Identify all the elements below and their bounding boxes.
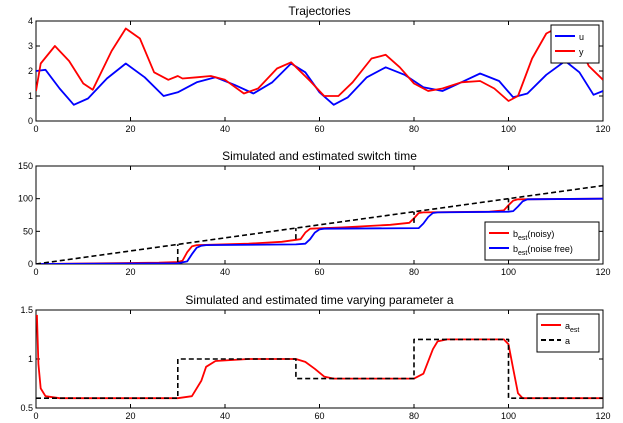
legend-label: y [579, 47, 584, 57]
x-tick-label: 100 [501, 267, 516, 277]
x-tick-label: 80 [409, 124, 419, 134]
legend-label: best(noise free) [513, 244, 573, 257]
legend-label-sub: est [518, 235, 527, 242]
legend-box [484, 221, 600, 261]
x-tick-label: 0 [33, 124, 38, 134]
plot-area [35, 20, 604, 122]
x-tick-label: 60 [314, 411, 324, 421]
legend-label-main: y [579, 47, 584, 57]
series-line-3-2 [36, 338, 603, 399]
x-tick-label: 20 [125, 411, 135, 421]
x-tick-label: 120 [595, 411, 610, 421]
x-tick-label: 0 [33, 411, 38, 421]
legend-label-suffix: (noisy) [527, 229, 554, 239]
legend-label-main: a [565, 336, 570, 346]
series-line-1-2 [36, 25, 603, 102]
panel-2: Simulated and estimated switch time 0 20 40… [18, 149, 611, 277]
legend-label-sub: est [518, 250, 527, 257]
chart-title: Trajectories [288, 4, 350, 18]
y-tick-label: 4 [28, 16, 33, 26]
legend-label: aest [565, 321, 579, 334]
x-tick-label: 80 [409, 411, 419, 421]
legend: best(noisy)best(noise free) [484, 221, 600, 261]
y-tick-label: 1 [28, 91, 33, 101]
chart-title: Simulated and estimated time varying par… [185, 293, 453, 307]
y-tick-label: 150 [18, 161, 33, 171]
x-tick-label: 120 [595, 124, 610, 134]
series-line-3-1 [36, 314, 603, 400]
legend: uy [550, 24, 600, 64]
x-tick-label: 0 [33, 267, 38, 277]
x-tick-label: 120 [595, 267, 610, 277]
x-tick-label: 40 [220, 411, 230, 421]
series-line-2-2 [36, 197, 603, 264]
chart-title: Simulated and estimated switch time [222, 149, 417, 163]
x-tick-label: 100 [501, 411, 516, 421]
x-tick-label: 100 [501, 124, 516, 134]
legend-box [550, 24, 600, 64]
y-tick-label: 0 [28, 259, 33, 269]
y-tick-label: 1.5 [20, 305, 33, 315]
x-tick-label: 60 [314, 267, 324, 277]
legend-label: a [565, 336, 570, 346]
x-tick-label: 20 [125, 124, 135, 134]
x-tick-label: 40 [220, 267, 230, 277]
legend-label-main: b [513, 244, 518, 254]
x-tick-label: 60 [314, 124, 324, 134]
legend-label-main: b [513, 229, 518, 239]
y-tick-label: 1 [28, 354, 33, 364]
x-tick-label: 20 [125, 267, 135, 277]
panel-1: Trajectories 0 20 40 60 80 100 120 0 1 2 3 4 uy [28, 4, 611, 134]
legend-label-sub: est [570, 327, 579, 334]
y-tick-label: 2 [28, 66, 33, 76]
y-tick-label: 3 [28, 41, 33, 51]
plot-area [35, 309, 604, 409]
legend-label: u [579, 32, 584, 42]
panel-3: Simulated and estimated time varying par… [20, 293, 610, 421]
legend-label-main: a [565, 321, 570, 331]
legend-label-main: u [579, 32, 584, 42]
x-tick-label: 40 [220, 124, 230, 134]
y-tick-label: 0.5 [20, 403, 33, 413]
y-tick-label: 0 [28, 116, 33, 126]
legend-label: best(noisy) [513, 229, 554, 242]
legend-label-suffix: (noise free) [527, 244, 573, 254]
y-tick-label: 50 [23, 226, 33, 236]
x-tick-label: 80 [409, 267, 419, 277]
y-tick-label: 100 [18, 194, 33, 204]
legend-box [536, 313, 600, 353]
